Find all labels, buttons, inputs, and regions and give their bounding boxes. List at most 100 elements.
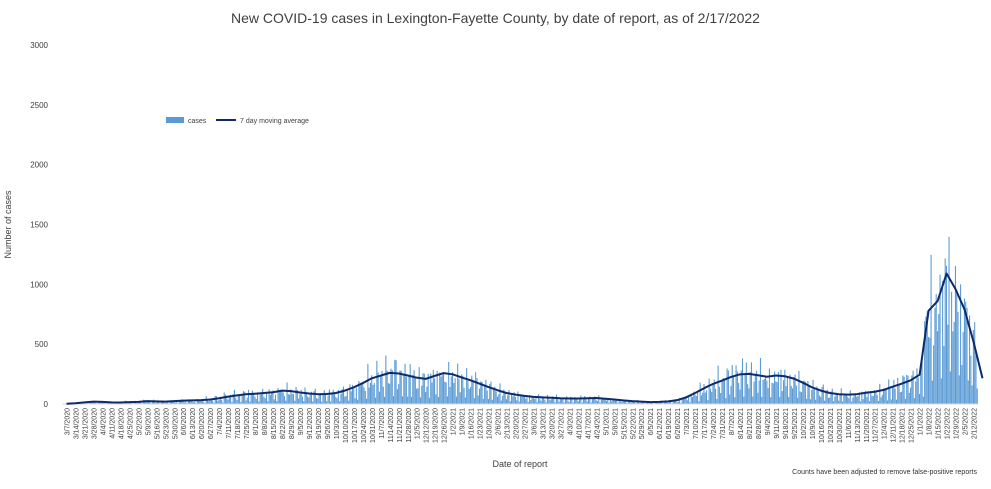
x-tick-label: 9/4/2021 [765, 408, 772, 435]
daily-case-bar [396, 360, 397, 404]
daily-case-bar [226, 398, 227, 404]
daily-case-bar [410, 364, 411, 404]
x-tick-label: 7/24/2021 [711, 408, 718, 439]
daily-case-bar [900, 392, 901, 404]
daily-case-bar [421, 386, 422, 404]
daily-case-bar [271, 392, 272, 404]
daily-case-bar [211, 400, 212, 404]
daily-case-bar [260, 395, 261, 404]
daily-case-bar [873, 396, 874, 404]
daily-case-bar [913, 371, 914, 404]
moving-average-line [66, 274, 982, 404]
daily-case-bar [517, 392, 518, 404]
daily-case-bar [387, 371, 388, 404]
x-tick-label: 9/11/2021 [774, 408, 781, 439]
x-tick-label: 1/8/2022 [927, 408, 934, 435]
y-tick-label: 0 [44, 400, 49, 409]
daily-case-bar [370, 383, 371, 404]
daily-case-bar [357, 400, 358, 404]
x-tick-label: 4/11/2020 [109, 408, 116, 439]
x-tick-label: 9/26/2020 [325, 408, 332, 439]
daily-case-bar [285, 401, 286, 404]
daily-case-bar [584, 396, 585, 404]
daily-case-bar [764, 379, 765, 404]
daily-case-bar [469, 389, 470, 404]
x-tick-label: 4/24/2021 [594, 408, 601, 439]
daily-case-bar [943, 346, 944, 404]
y-tick-label: 2000 [30, 161, 48, 170]
x-tick-label: 5/29/2021 [639, 408, 646, 439]
daily-case-bar [262, 389, 263, 404]
x-tick-label: 5/15/2021 [621, 408, 628, 439]
daily-case-bar [909, 393, 910, 404]
x-tick-label: 6/27/2020 [208, 408, 215, 439]
daily-case-bar [419, 367, 420, 404]
daily-case-bar [742, 358, 743, 404]
daily-case-bar [957, 312, 958, 404]
daily-case-bar [974, 322, 975, 404]
x-tick-label: 2/5/2022 [963, 408, 970, 435]
daily-case-bar [850, 390, 851, 404]
daily-case-bar [405, 364, 406, 404]
daily-case-bar [443, 373, 444, 404]
daily-case-bar [399, 370, 400, 404]
daily-case-bar [544, 400, 545, 404]
daily-case-bar [936, 294, 937, 404]
daily-case-bar [907, 376, 908, 404]
daily-case-bar [852, 398, 853, 404]
daily-case-bar [440, 377, 441, 404]
daily-case-bar [932, 381, 933, 404]
daily-case-bar [499, 383, 500, 404]
y-axis-title: Number of cases [3, 190, 13, 259]
x-tick-label: 3/21/2020 [82, 408, 89, 439]
daily-case-bar [753, 382, 754, 404]
daily-case-bar [906, 375, 907, 404]
daily-case-bar [881, 397, 882, 404]
daily-case-bar [951, 292, 952, 404]
daily-case-bar [502, 396, 503, 404]
daily-case-bar [349, 384, 350, 404]
daily-case-bar [845, 395, 846, 404]
daily-case-bar [340, 394, 341, 404]
daily-case-bar [910, 388, 911, 404]
x-tick-label: 11/20/2021 [864, 408, 871, 443]
daily-case-bar [439, 373, 440, 404]
daily-case-bar [736, 365, 737, 404]
x-tick-label: 7/25/2020 [244, 408, 251, 439]
x-tick-label: 6/13/2020 [190, 408, 197, 439]
x-tick-label: 10/30/2021 [837, 408, 844, 443]
x-tick-label: 5/2/2020 [136, 408, 143, 435]
daily-case-bar [295, 387, 296, 404]
x-tick-label: 4/25/2020 [127, 408, 134, 439]
daily-case-bar [755, 374, 756, 404]
daily-case-bar [243, 391, 244, 404]
x-tick-label: 5/1/2021 [603, 408, 610, 435]
daily-case-bar [601, 399, 602, 404]
daily-case-bar [355, 398, 356, 404]
daily-case-bar [686, 398, 687, 404]
daily-case-bar [215, 396, 216, 404]
daily-case-bar [478, 396, 479, 404]
daily-case-bar [333, 390, 334, 404]
x-tick-label: 9/12/2020 [307, 408, 314, 439]
daily-case-bar [891, 399, 892, 404]
daily-case-bar [508, 390, 509, 404]
daily-case-bar [533, 397, 534, 404]
daily-case-bar [941, 378, 942, 404]
daily-case-bar [261, 393, 262, 404]
daily-case-bar [274, 399, 275, 404]
daily-case-bar [727, 368, 728, 404]
daily-case-bar [715, 389, 716, 404]
daily-case-bar [449, 387, 450, 404]
daily-case-bar [839, 394, 840, 404]
daily-case-bar [281, 391, 282, 404]
daily-case-bar [317, 399, 318, 404]
x-tick-label: 1/30/2021 [487, 408, 494, 439]
x-tick-label: 7/4/2020 [217, 408, 224, 435]
daily-case-bar [596, 400, 597, 404]
x-tick-label: 11/28/2020 [406, 408, 413, 443]
daily-case-bar [748, 388, 749, 404]
x-tick-label: 12/12/2020 [424, 408, 431, 443]
daily-case-bar [734, 397, 735, 404]
